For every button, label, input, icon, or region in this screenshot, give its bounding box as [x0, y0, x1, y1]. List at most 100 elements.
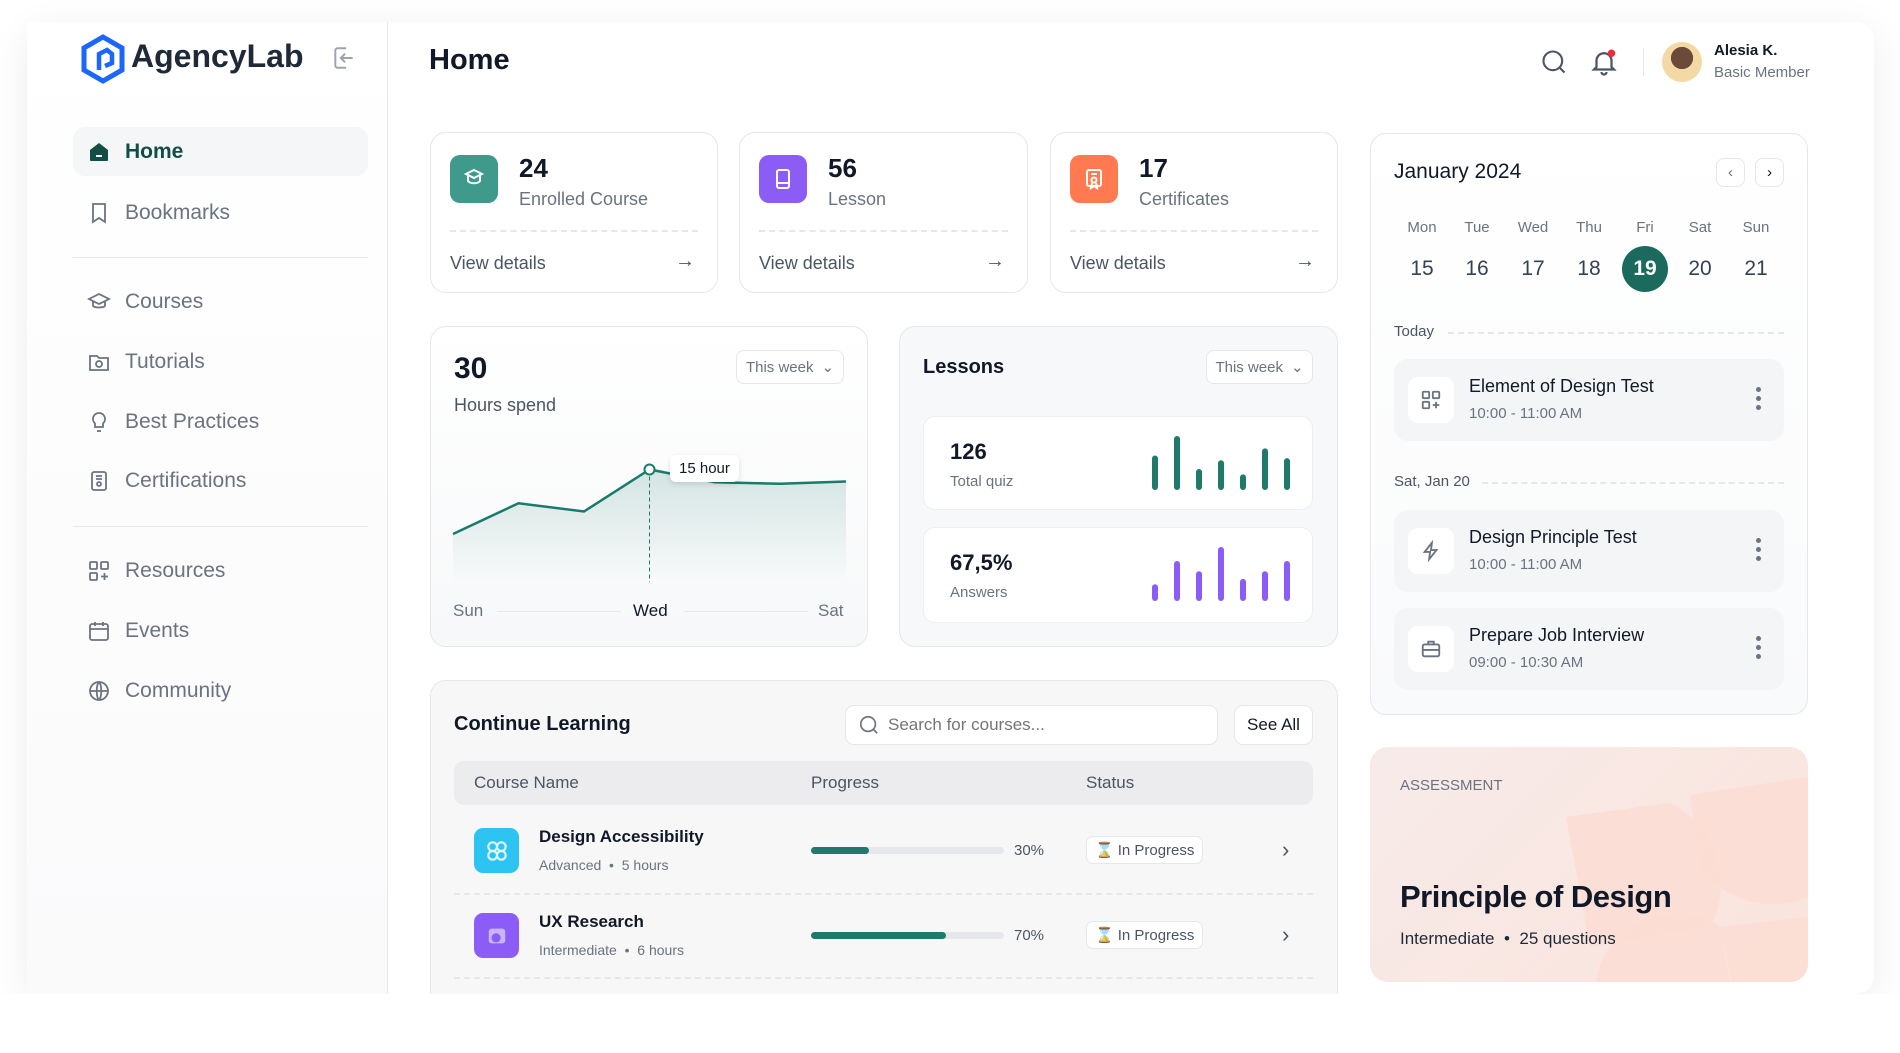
event-time: 10:00 - 11:00 AM: [1469, 556, 1583, 573]
sidebar-item-resources[interactable]: Resources: [73, 546, 368, 595]
progress-percent: 30%: [1014, 842, 1045, 859]
course-duration: 5 hours: [621, 857, 669, 873]
calendar-day-selected[interactable]: 19: [1622, 246, 1668, 292]
weekday-label: Fri: [1636, 219, 1654, 236]
hours-value: 30: [454, 352, 488, 385]
graduation-cap-icon: [450, 155, 498, 203]
assessment-tag: ASSESSMENT: [1400, 777, 1503, 794]
dropdown-value: This week: [745, 358, 814, 376]
lightning-icon: [1408, 528, 1454, 574]
quiz-panel: 126 Total quiz: [923, 416, 1313, 510]
chevron-left-icon: ‹: [1728, 164, 1733, 181]
bookmark-icon: [92, 202, 106, 224]
sidebar-item-events[interactable]: Events: [73, 606, 368, 655]
column-header: Status: [1086, 773, 1135, 792]
bar: [1218, 547, 1224, 601]
view-details-link[interactable]: View details: [450, 253, 546, 273]
search-icon: [859, 715, 878, 734]
quiz-value: 126: [950, 439, 987, 464]
next-month-button[interactable]: ›: [1755, 158, 1784, 187]
sidebar-item-label: Bookmarks: [125, 200, 231, 224]
status-label: In Progress: [1117, 841, 1195, 859]
more-options-icon[interactable]: [1756, 538, 1762, 561]
chevron-right-icon[interactable]: ›: [1282, 922, 1290, 947]
answers-label: Answers: [950, 584, 1008, 601]
event-group-label: Sat, Jan 20: [1394, 473, 1470, 490]
more-options-icon[interactable]: [1756, 387, 1762, 410]
lessons-title: Lessons: [923, 356, 1005, 378]
event-item[interactable]: Prepare Job Interview 09:00 - 10:30 AM: [1394, 608, 1784, 690]
view-details-link[interactable]: View details: [759, 253, 855, 273]
dropdown-value: This week: [1215, 358, 1283, 376]
sidebar-item-courses[interactable]: Courses: [73, 277, 368, 326]
chevron-right-icon[interactable]: ›: [1282, 837, 1290, 862]
sidebar-item-bookmarks[interactable]: Bookmarks: [73, 188, 368, 237]
progress-fill: [811, 847, 869, 854]
table-row[interactable]: Design Accessibility Advanced • 5 hours …: [454, 815, 1313, 893]
search-input[interactable]: [888, 715, 1188, 735]
collapse-sidebar-icon[interactable]: [331, 45, 357, 71]
weekday-label: Wed: [1517, 219, 1549, 236]
assessment-card[interactable]: ASSESSMENT Principle of Design Intermedi…: [1370, 747, 1808, 982]
bottom-fade: [0, 994, 1900, 1053]
calendar-day[interactable]: 17: [1521, 257, 1545, 280]
sidebar-item-tutorials[interactable]: Tutorials: [73, 337, 368, 386]
bar: [1174, 561, 1180, 601]
event-item[interactable]: Element of Design Test 10:00 - 11:00 AM: [1394, 359, 1784, 441]
event-item[interactable]: Design Principle Test 10:00 - 11:00 AM: [1394, 510, 1784, 592]
lessons-bar-charts: [1152, 436, 1290, 601]
calendar-day[interactable]: 15: [1410, 257, 1434, 280]
progress-bar: [811, 932, 1004, 939]
calendar-day[interactable]: 21: [1744, 257, 1768, 280]
lightbulb-icon: [92, 411, 106, 432]
sidebar: [27, 22, 388, 994]
calendar-day[interactable]: 18: [1577, 257, 1601, 280]
progress-fill: [811, 932, 947, 939]
event-title: Design Principle Test: [1469, 527, 1637, 547]
certificate-icon: [1070, 155, 1118, 203]
sidebar-item-label: Certifications: [125, 468, 247, 492]
divider: [1643, 48, 1644, 76]
prev-month-button[interactable]: ‹: [1716, 158, 1745, 187]
arrow-right-icon[interactable]: →: [675, 250, 695, 272]
bell-icon[interactable]: [1589, 47, 1619, 77]
bar: [1218, 460, 1224, 490]
grid-plus-icon: [89, 560, 109, 581]
sidebar-item-community[interactable]: Community: [73, 666, 368, 715]
more-options-icon[interactable]: [1756, 636, 1762, 659]
section-title: Continue Learning: [454, 713, 631, 735]
sidebar-item-label: Home: [125, 139, 184, 163]
table-header: Course Name Progress Status: [454, 761, 1313, 805]
course-name: UX Research: [539, 912, 644, 931]
view-details-link[interactable]: View details: [1070, 253, 1166, 273]
bar: [1240, 578, 1246, 601]
sidebar-item-label: Resources: [125, 558, 226, 582]
sidebar-item-label: Courses: [125, 289, 204, 313]
weekday-label: Sun: [1742, 219, 1770, 236]
bar: [1284, 458, 1290, 490]
user-name: Alesia K.: [1714, 42, 1778, 59]
sidebar-item-home[interactable]: Home: [73, 127, 368, 176]
calendar-day[interactable]: 16: [1465, 257, 1489, 280]
table-row[interactable]: UX Research Intermediate • 6 hours 70% ⌛…: [454, 900, 1313, 978]
arrow-right-icon[interactable]: →: [985, 250, 1005, 272]
lessons-period-dropdown[interactable]: This week ⌄: [1206, 350, 1313, 384]
course-level: Intermediate: [539, 942, 617, 958]
bar: [1152, 584, 1158, 601]
arrow-right-icon[interactable]: →: [1295, 250, 1315, 272]
course-thumbnail: [474, 913, 519, 958]
search-icon[interactable]: [1540, 48, 1568, 76]
page-title: Home: [429, 44, 510, 76]
course-search[interactable]: [845, 705, 1218, 745]
see-all-button[interactable]: See All: [1234, 705, 1313, 745]
calendar-day[interactable]: 20: [1688, 257, 1712, 280]
sidebar-item-certifications[interactable]: Certifications: [73, 456, 368, 505]
bar: [1196, 468, 1202, 490]
hours-chart: [452, 463, 847, 582]
avatar[interactable]: [1662, 42, 1702, 82]
x-tick-label: Sat: [818, 601, 844, 620]
graduation-cap-icon: [87, 292, 111, 308]
hours-period-dropdown[interactable]: This week ⌄: [736, 350, 844, 384]
sidebar-item-best-practices[interactable]: Best Practices: [73, 397, 368, 446]
event-title: Prepare Job Interview: [1469, 625, 1645, 645]
